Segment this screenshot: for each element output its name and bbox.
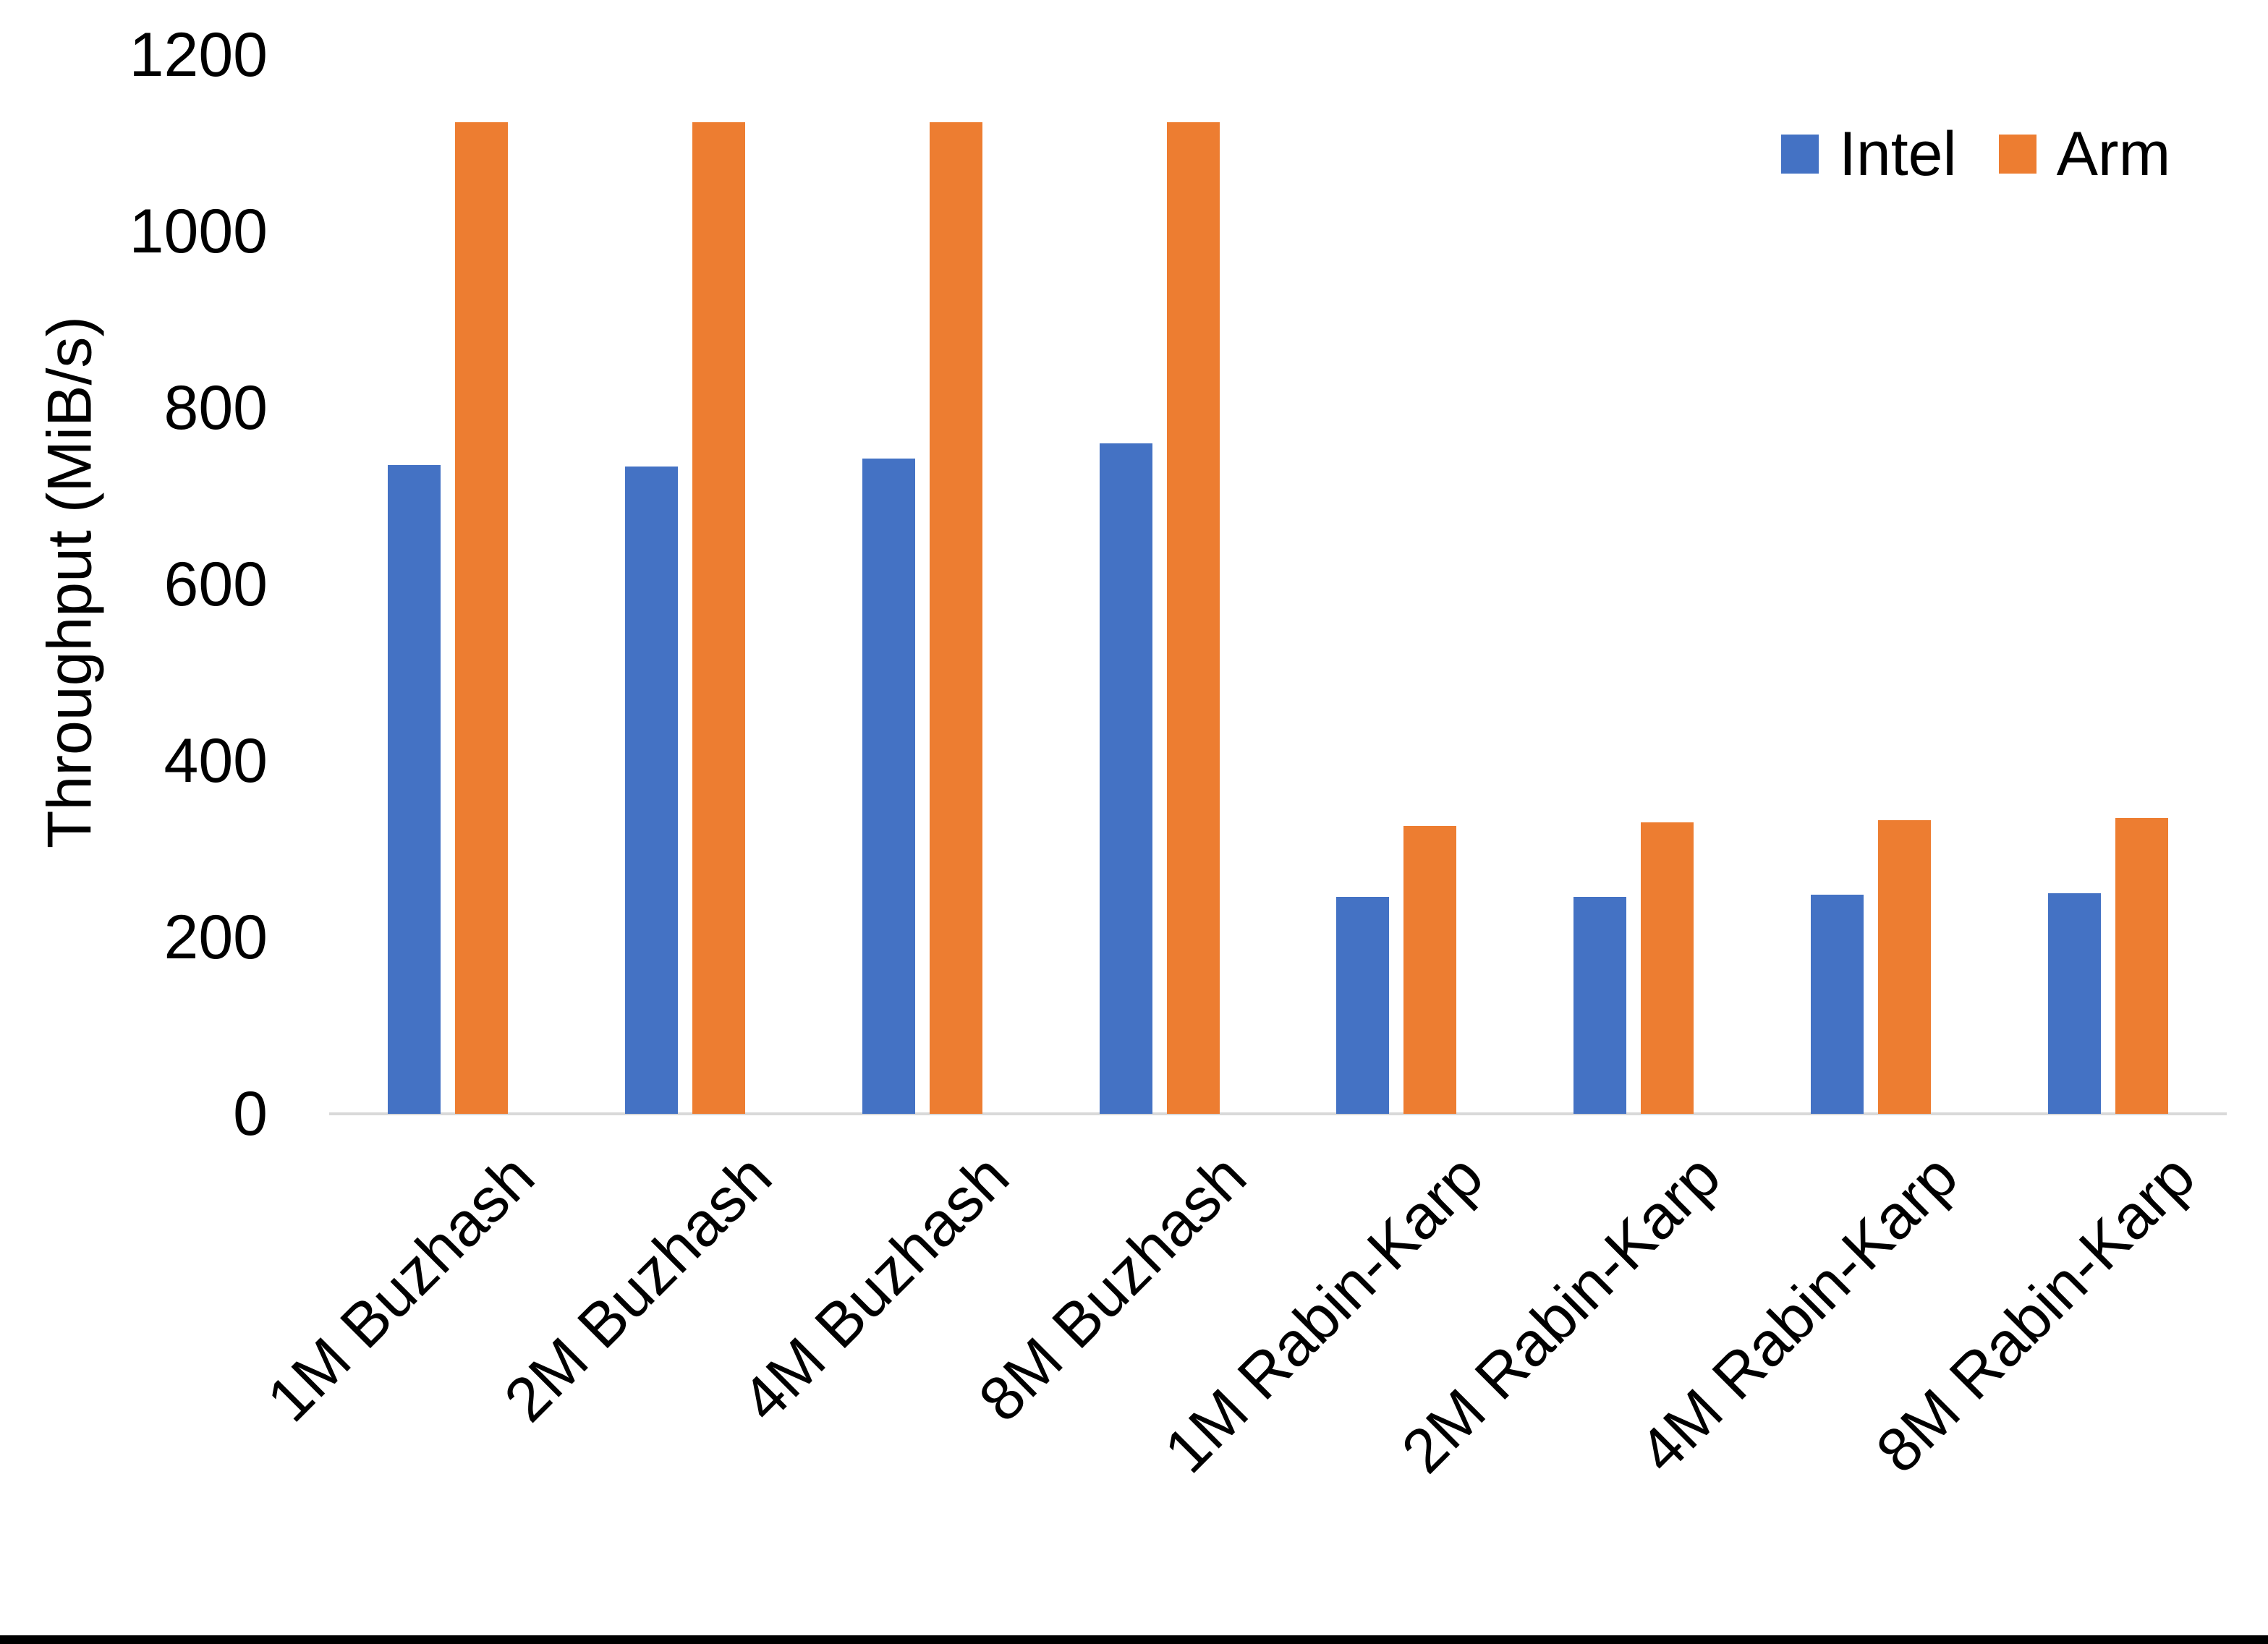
bar-intel-4m-rabin-karp xyxy=(1811,895,1864,1114)
bar-arm-8m-buzhash xyxy=(1167,122,1220,1114)
bar-arm-8m-rabin-karp xyxy=(2115,818,2168,1114)
bar-arm-4m-rabin-karp xyxy=(1878,820,1931,1114)
bar-arm-2m-rabin-karp xyxy=(1641,822,1694,1114)
legend-label: Intel xyxy=(1839,119,1957,189)
y-tick-label: 800 xyxy=(163,373,268,443)
y-tick-label: 400 xyxy=(163,726,268,796)
bar-arm-2m-buzhash xyxy=(692,122,745,1114)
bar-intel-8m-rabin-karp xyxy=(2048,893,2101,1114)
legend-swatch-arm xyxy=(1998,135,2036,174)
legend-item-arm: Arm xyxy=(1998,119,2171,189)
bar-intel-4m-buzhash xyxy=(862,459,915,1114)
bar-arm-1m-rabin-karp xyxy=(1403,826,1456,1114)
bar-arm-4m-buzhash xyxy=(930,122,982,1114)
bottom-border xyxy=(0,1635,2268,1644)
y-tick-label: 600 xyxy=(163,550,268,619)
y-tick-label: 200 xyxy=(163,903,268,972)
legend-label: Arm xyxy=(2056,119,2171,189)
legend-swatch-intel xyxy=(1781,135,1819,174)
y-tick-label: 0 xyxy=(233,1079,268,1149)
bar-intel-2m-buzhash xyxy=(625,467,678,1114)
bar-intel-1m-rabin-karp xyxy=(1336,897,1389,1114)
legend-item-intel: Intel xyxy=(1781,123,1957,185)
bar-intel-2m-rabin-karp xyxy=(1573,897,1626,1114)
y-tick-label: 1000 xyxy=(129,197,268,266)
legend: Intel Arm xyxy=(1781,123,2170,185)
y-tick-label: 1200 xyxy=(129,20,268,90)
bar-intel-1m-buzhash xyxy=(388,465,441,1114)
bar-arm-1m-buzhash xyxy=(455,122,508,1114)
x-axis-line xyxy=(329,1112,2227,1115)
bar-intel-8m-buzhash xyxy=(1100,443,1152,1114)
